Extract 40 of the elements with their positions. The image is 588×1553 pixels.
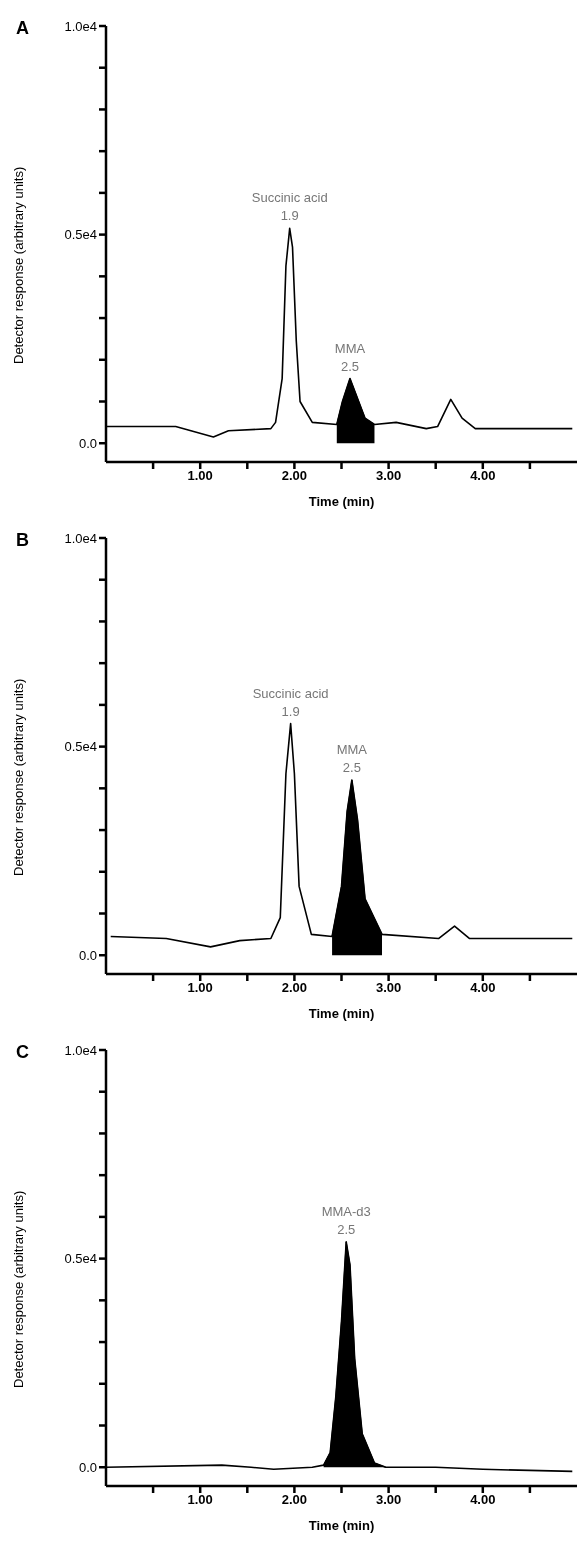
x-axis-title: Time (min) <box>308 1006 375 1021</box>
chart-title: C <box>16 1042 29 1063</box>
y-tick-label: 0.5e4 <box>64 739 97 755</box>
annotation: 2.5 <box>342 759 361 775</box>
y-axis-title: Detector response (arbitrary units) <box>10 1190 26 1388</box>
x-tick-label: 4.00 <box>470 1492 496 1508</box>
annotation: 1.9 <box>281 703 300 719</box>
y-tick-label: 0.5e4 <box>64 227 97 243</box>
y-axis-title: Detector response (arbitrary units) <box>10 166 26 364</box>
x-tick-label: 3.00 <box>375 980 402 996</box>
annotation: 2.5 <box>337 1221 356 1237</box>
x-tick-label: 4.00 <box>470 468 496 484</box>
chart-title: A <box>16 18 29 39</box>
annotation: MMA-d3 <box>321 1203 371 1219</box>
y-tick-label: 0.5e4 <box>64 1251 97 1267</box>
x-tick-label: 1.00 <box>187 980 213 996</box>
annotation: Succinic acid <box>251 190 328 206</box>
x-tick-label: 3.00 <box>375 468 402 484</box>
y-tick-label: 0.0 <box>78 435 97 451</box>
x-tick-label: 1.00 <box>187 468 213 484</box>
x-tick-label: 2.00 <box>281 468 308 484</box>
y-tick-label: 1.0e4 <box>64 18 97 34</box>
x-tick-label: 1.00 <box>187 1492 213 1508</box>
x-axis-title: Time (min) <box>308 494 375 509</box>
annotation: 1.9 <box>280 208 299 224</box>
x-axis-title: Time (min) <box>308 1518 375 1533</box>
x-tick-label: 2.00 <box>281 980 308 996</box>
annotation: MMA <box>336 741 368 757</box>
x-tick-label: 4.00 <box>470 980 496 996</box>
chart-title: B <box>16 530 29 551</box>
annotation: 2.5 <box>340 358 360 374</box>
y-tick-label: 0.0 <box>78 1459 97 1475</box>
x-tick-label: 2.00 <box>281 1492 308 1508</box>
y-tick-label: 1.0e4 <box>64 530 97 546</box>
annotation: Succinic acid <box>252 685 329 701</box>
y-tick-label: 1.0e4 <box>64 1042 97 1058</box>
x-tick-label: 3.00 <box>375 1492 402 1508</box>
y-tick-label: 0.0 <box>78 947 97 963</box>
y-axis-title: Detector response (arbitrary units) <box>10 678 26 876</box>
annotation: MMA <box>334 340 366 356</box>
